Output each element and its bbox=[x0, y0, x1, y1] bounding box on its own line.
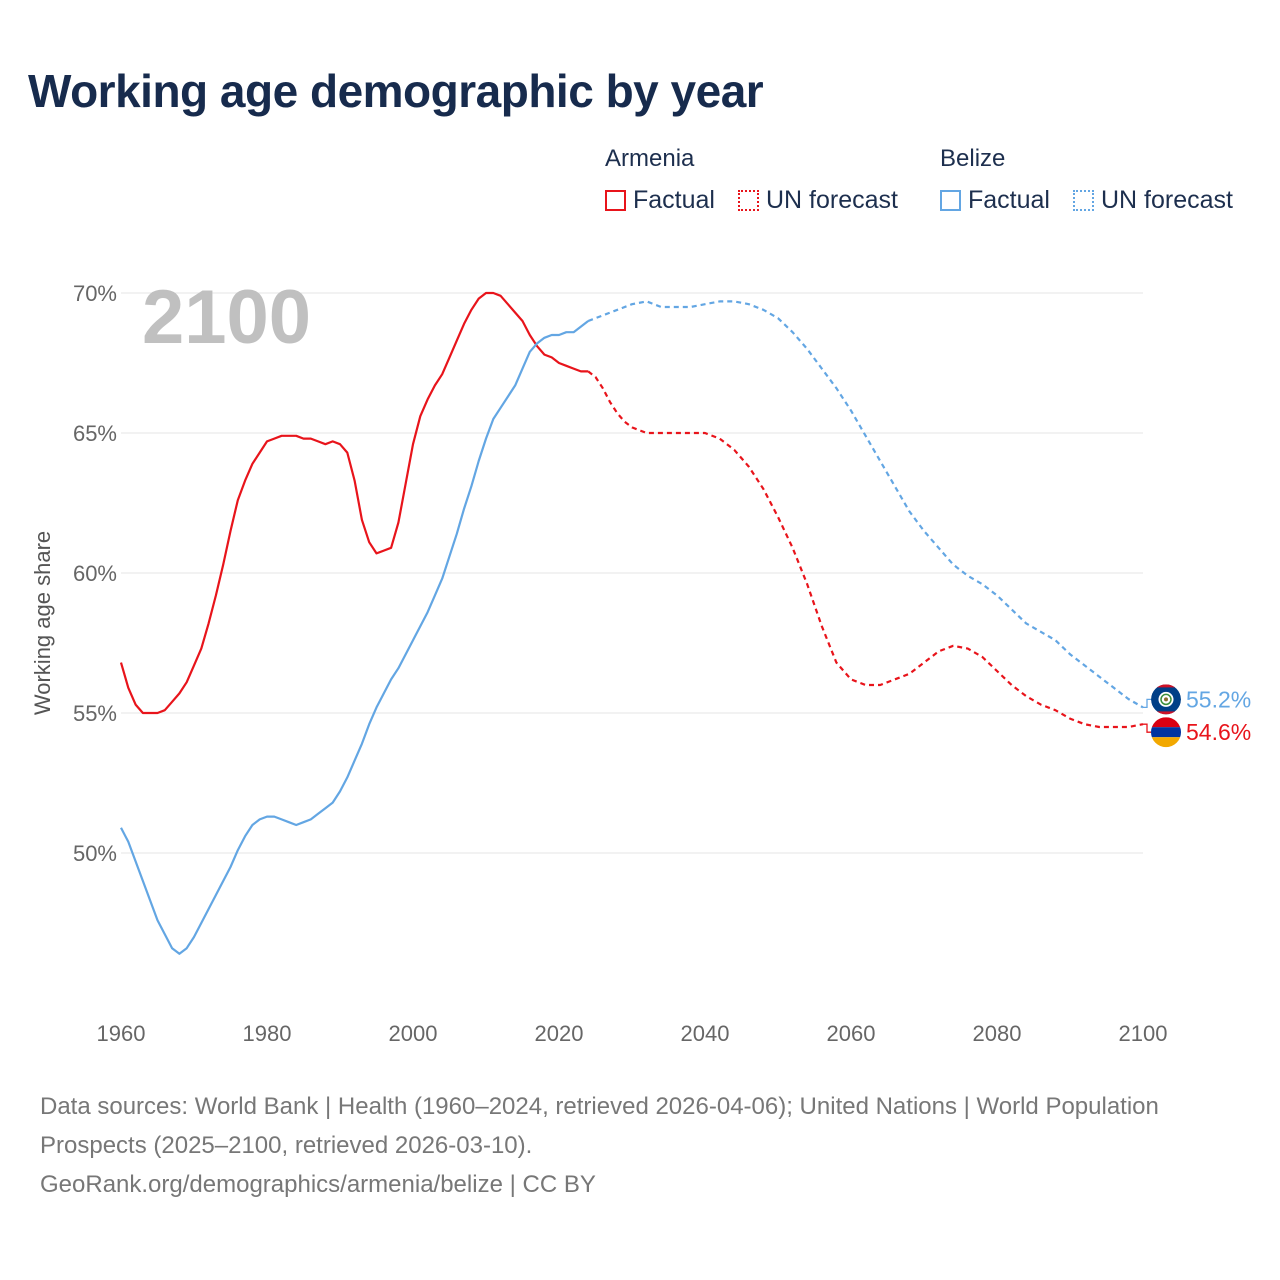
armenia-flag-blue-band bbox=[1151, 727, 1181, 738]
legend-armenia-factual[interactable]: Factual bbox=[605, 186, 715, 215]
legend-armenia-forecast-swatch bbox=[738, 190, 759, 211]
y-tick-label: 50% bbox=[73, 841, 117, 866]
legend-belize-forecast-label: UN forecast bbox=[1101, 186, 1233, 214]
y-tick-label: 55% bbox=[73, 701, 117, 726]
y-tick-label: 70% bbox=[73, 281, 117, 306]
x-tick-label: 2020 bbox=[535, 1021, 584, 1046]
legend-belize-forecast-swatch bbox=[1073, 190, 1094, 211]
armenia-forecast-line bbox=[587, 370, 1144, 729]
belize-factual-line bbox=[120, 320, 589, 955]
data-sources: Data sources: World Bank | Health (1960–… bbox=[40, 1093, 1159, 1159]
footer: Data sources: World Bank | Health (1960–… bbox=[40, 1087, 1200, 1204]
x-tick-label: 2100 bbox=[1119, 1021, 1168, 1046]
armenia-end-connector bbox=[1143, 723, 1151, 733]
legend-armenia-forecast-label: UN forecast bbox=[766, 186, 898, 214]
y-axis-label: Working age share bbox=[30, 531, 55, 715]
legend-armenia-factual-swatch bbox=[605, 190, 626, 211]
legend-belize-title: Belize bbox=[940, 145, 1006, 172]
year-watermark: 2100 bbox=[142, 275, 311, 360]
legend-belize-factual-swatch bbox=[940, 190, 961, 211]
armenia-factual-line bbox=[119, 291, 589, 715]
armenia-flag-orange-band bbox=[1151, 737, 1181, 748]
belize-flag-icon bbox=[1151, 684, 1181, 715]
legend-armenia-forecast[interactable]: UN forecast bbox=[738, 186, 898, 215]
x-tick-label: 1960 bbox=[97, 1021, 146, 1046]
legend-armenia-factual-label: Factual bbox=[633, 186, 715, 214]
belize-flag-wreath bbox=[1160, 693, 1172, 706]
belize-forecast-line bbox=[587, 300, 1144, 709]
armenia-flag-red-band bbox=[1151, 717, 1181, 728]
x-tick-label: 2080 bbox=[973, 1021, 1022, 1046]
belize-flag-crest bbox=[1164, 697, 1168, 702]
y-tick-label: 60% bbox=[73, 561, 117, 586]
belize-end-connector bbox=[1143, 698, 1151, 709]
legend-belize-factual[interactable]: Factual bbox=[940, 186, 1050, 215]
armenia-end-label: 54.6% bbox=[1186, 719, 1251, 745]
belize-flag-red-bottom bbox=[1151, 711, 1181, 715]
credit-link[interactable]: GeoRank.org/demographics/armenia/belize … bbox=[40, 1171, 596, 1198]
x-tick-label: 2000 bbox=[389, 1021, 438, 1046]
armenia-flag-icon bbox=[1151, 717, 1181, 748]
y-tick-label: 65% bbox=[73, 421, 117, 446]
legend-armenia-title: Armenia bbox=[605, 145, 695, 172]
x-tick-label: 2040 bbox=[681, 1021, 730, 1046]
x-tick-label: 1980 bbox=[243, 1021, 292, 1046]
belize-flag-red-top bbox=[1151, 684, 1181, 688]
belize-end-label: 55.2% bbox=[1186, 686, 1251, 712]
page-title: Working age demographic by year bbox=[28, 65, 764, 117]
legend-belize-forecast[interactable]: UN forecast bbox=[1073, 186, 1233, 215]
x-tick-label: 2060 bbox=[827, 1021, 876, 1046]
legend-belize-factual-label: Factual bbox=[968, 186, 1050, 214]
